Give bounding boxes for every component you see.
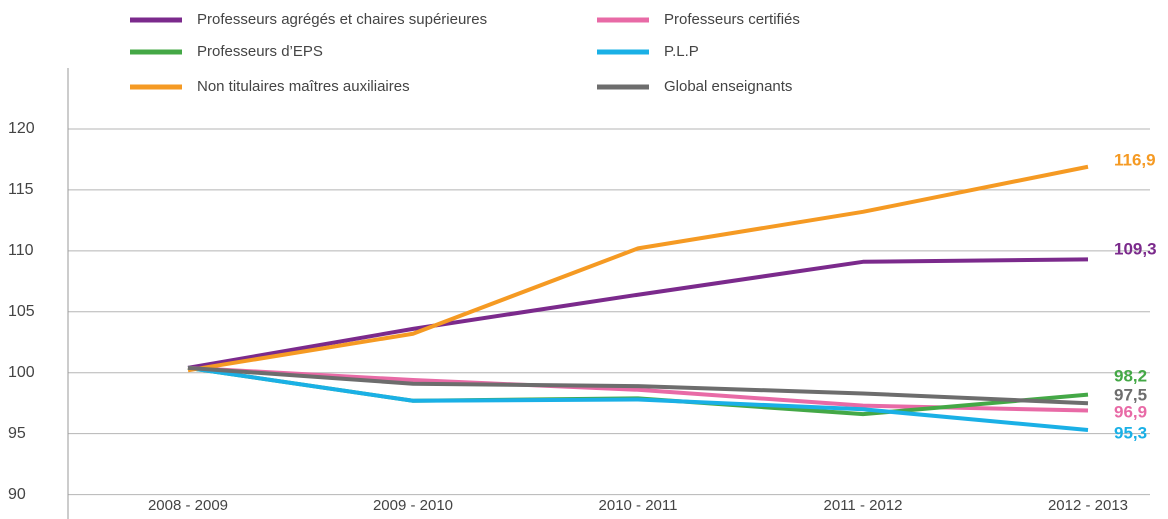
legend-label: Non titulaires maîtres auxiliaires xyxy=(197,78,410,95)
y-tick-label: 90 xyxy=(8,486,26,503)
x-tick-label: 2011 - 2012 xyxy=(824,497,903,514)
series-line xyxy=(187,365,1089,433)
value-label: 109,3 xyxy=(1114,239,1157,258)
x-tick-label: 2009 - 2010 xyxy=(373,497,453,514)
x-tick-label: 2012 - 2013 xyxy=(1048,497,1128,514)
series-line xyxy=(187,257,1089,370)
value-label: 116,9 xyxy=(1114,150,1156,169)
series-line xyxy=(187,365,1089,406)
y-tick-label: 120 xyxy=(8,120,35,137)
legend-label: Professeurs d’EPS xyxy=(197,43,323,60)
value-label: 95,3 xyxy=(1114,423,1147,442)
y-tick-label: 95 xyxy=(8,425,26,442)
y-tick-label: 115 xyxy=(8,181,34,198)
legend-label: Professeurs certifiés xyxy=(664,11,800,28)
value-label: 97,5 xyxy=(1114,385,1147,404)
y-tick-label: 110 xyxy=(8,242,34,259)
x-tick-label: 2008 - 2009 xyxy=(148,497,228,514)
y-tick-label: 100 xyxy=(8,364,35,381)
x-tick-label: 2010 - 2011 xyxy=(599,497,678,514)
value-label: 98,2 xyxy=(1114,366,1147,385)
y-tick-label: 105 xyxy=(8,303,35,320)
series-line xyxy=(187,164,1089,373)
legend-label: Professeurs agrégés et chaires supérieur… xyxy=(197,11,487,28)
legend-label: P.L.P xyxy=(664,43,699,60)
value-label: 96,9 xyxy=(1114,402,1147,421)
legend-label: Global enseignants xyxy=(664,78,792,95)
